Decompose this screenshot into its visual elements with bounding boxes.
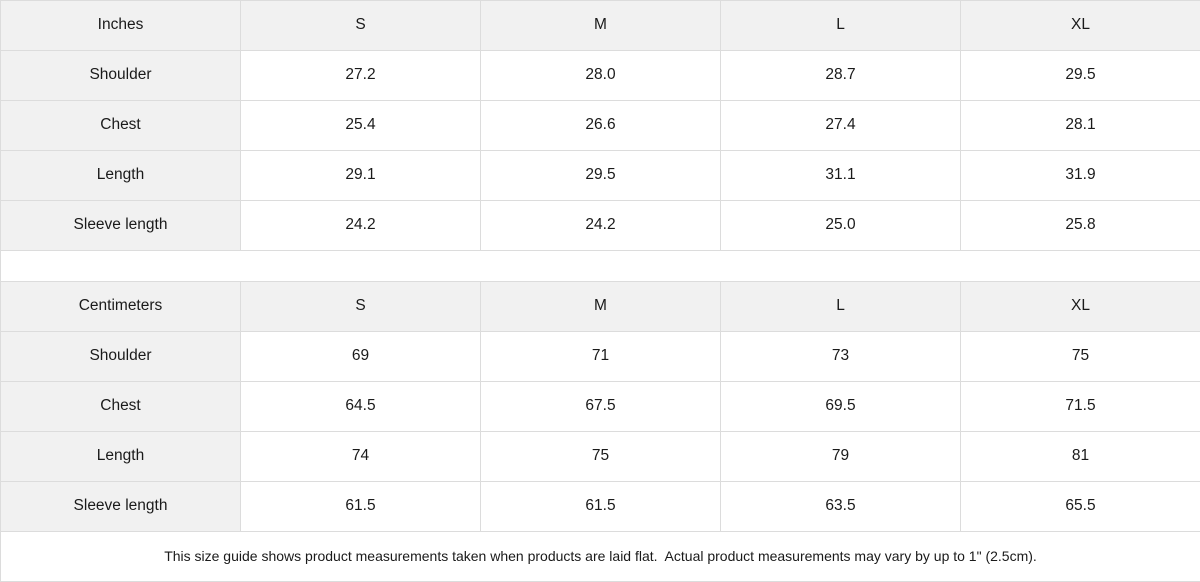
measurement-label-cell: Shoulder <box>1 51 241 101</box>
measurement-value-cell: 63.5 <box>721 482 961 532</box>
measurement-label-cell: Sleeve length <box>1 201 241 251</box>
measurement-value-cell: 69.5 <box>721 382 961 432</box>
measurement-label-cell: Chest <box>1 382 241 432</box>
measurement-value-cell: 28.0 <box>481 51 721 101</box>
measurement-value-cell: 71.5 <box>961 382 1200 432</box>
measurement-value-cell: 79 <box>721 432 961 482</box>
measurement-label-cell: Chest <box>1 101 241 151</box>
measurement-label-cell: Length <box>1 151 241 201</box>
measurement-label-cell: Sleeve length <box>1 482 241 532</box>
table-spacer-cell <box>1 251 1200 282</box>
measurement-value-cell: 29.5 <box>481 151 721 201</box>
measurement-value-cell: 28.7 <box>721 51 961 101</box>
size-header-cell: L <box>721 282 961 332</box>
measurement-value-cell: 75 <box>481 432 721 482</box>
measurement-value-cell: 69 <box>241 332 481 382</box>
size-header-cell: L <box>721 1 961 51</box>
measurement-value-cell: 25.4 <box>241 101 481 151</box>
measurement-value-cell: 27.4 <box>721 101 961 151</box>
measurement-value-cell: 25.8 <box>961 201 1200 251</box>
measurement-value-cell: 67.5 <box>481 382 721 432</box>
measurement-value-cell: 27.2 <box>241 51 481 101</box>
measurement-value-cell: 24.2 <box>241 201 481 251</box>
measurement-value-cell: 71 <box>481 332 721 382</box>
measurement-value-cell: 61.5 <box>241 482 481 532</box>
measurement-value-cell: 31.1 <box>721 151 961 201</box>
size-header-cell: M <box>481 1 721 51</box>
measurement-value-cell: 29.5 <box>961 51 1200 101</box>
measurement-value-cell: 65.5 <box>961 482 1200 532</box>
size-header-cell: S <box>241 282 481 332</box>
size-guide-note: This size guide shows product measuremen… <box>1 532 1200 582</box>
size-header-cell: XL <box>961 282 1200 332</box>
measurement-value-cell: 26.6 <box>481 101 721 151</box>
size-header-cell: M <box>481 282 721 332</box>
size-header-cell: XL <box>961 1 1200 51</box>
measurement-value-cell: 75 <box>961 332 1200 382</box>
size-header-cell: S <box>241 1 481 51</box>
size-guide-note-row: This size guide shows product measuremen… <box>1 532 1200 582</box>
measurement-value-cell: 81 <box>961 432 1200 482</box>
unit-header-cell: Inches <box>1 1 241 51</box>
measurement-value-cell: 61.5 <box>481 482 721 532</box>
measurement-label-cell: Shoulder <box>1 332 241 382</box>
unit-header-cell: Centimeters <box>1 282 241 332</box>
measurement-value-cell: 28.1 <box>961 101 1200 151</box>
measurement-value-cell: 24.2 <box>481 201 721 251</box>
measurement-value-cell: 25.0 <box>721 201 961 251</box>
measurement-label-cell: Length <box>1 432 241 482</box>
measurement-value-cell: 74 <box>241 432 481 482</box>
measurement-value-cell: 64.5 <box>241 382 481 432</box>
measurement-value-cell: 73 <box>721 332 961 382</box>
measurement-value-cell: 31.9 <box>961 151 1200 201</box>
measurement-value-cell: 29.1 <box>241 151 481 201</box>
table-spacer-row <box>1 251 1200 282</box>
